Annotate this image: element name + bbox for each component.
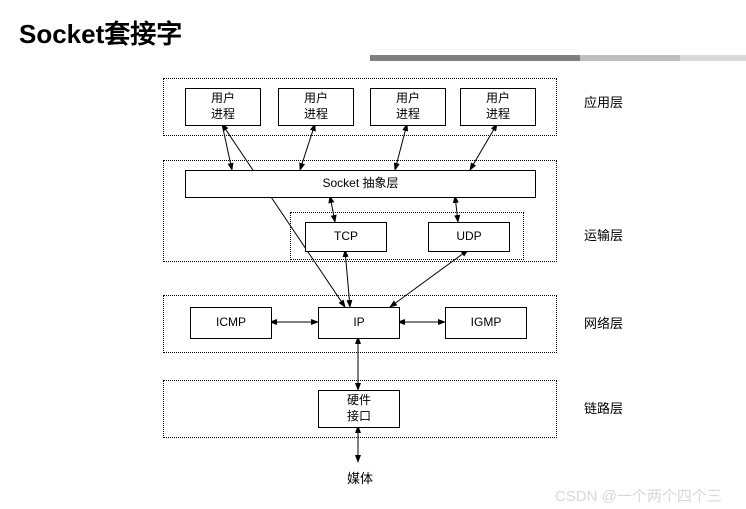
box-proc3: 用户进程 <box>370 88 446 126</box>
box-socket: Socket 抽象层 <box>185 170 536 198</box>
box-icmp: ICMP <box>190 307 272 339</box>
box-udp: UDP <box>428 222 510 252</box>
watermark: CSDN @一个两个四个三 <box>555 485 722 506</box>
box-hw: 硬件接口 <box>318 390 400 428</box>
label-media: 媒体 <box>347 468 373 487</box>
box-proc2: 用户进程 <box>278 88 354 126</box>
box-ip: IP <box>318 307 400 339</box>
box-proc1: 用户进程 <box>185 88 261 126</box>
box-proc4: 用户进程 <box>460 88 536 126</box>
box-igmp: IGMP <box>445 307 527 339</box>
box-tcp: TCP <box>305 222 387 252</box>
